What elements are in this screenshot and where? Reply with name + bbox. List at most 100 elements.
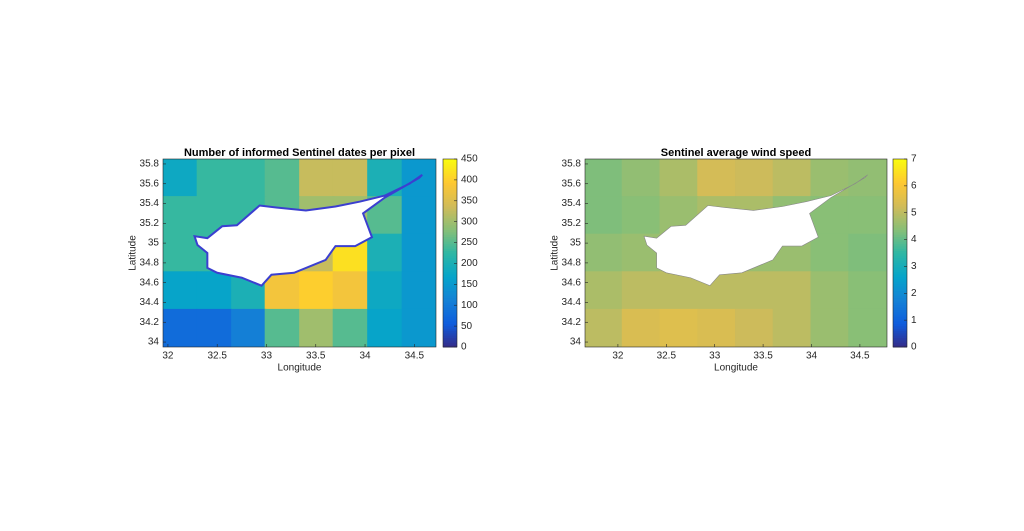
heatmap-cell xyxy=(810,308,850,347)
heatmap-cell xyxy=(772,308,812,347)
heatmap xyxy=(585,159,887,347)
colorbar-segment xyxy=(893,321,907,324)
heatmap-cell xyxy=(810,271,850,310)
colorbar-tick-label: 50 xyxy=(461,321,473,332)
heatmap-cell xyxy=(196,159,232,198)
colorbar-segment xyxy=(893,304,907,308)
heatmap-cell xyxy=(367,233,403,273)
colorbar-segment xyxy=(893,206,907,209)
colorbar-segment xyxy=(893,300,907,303)
colorbar-segment xyxy=(893,175,907,179)
colorbar-segment xyxy=(893,302,907,306)
y-axis-label: Latitude xyxy=(128,235,139,271)
colorbar-segment xyxy=(443,187,457,191)
colorbar-segment xyxy=(443,227,457,230)
colorbar-segment xyxy=(443,318,457,322)
x-tick-label: 34.5 xyxy=(850,351,870,362)
colorbar-segment xyxy=(443,170,457,174)
colorbar-segment xyxy=(893,210,907,214)
colorbar-tick-label: 6 xyxy=(911,180,917,191)
colorbar-segment xyxy=(443,271,457,275)
colorbar-segment xyxy=(893,220,907,223)
colorbar-segment xyxy=(893,250,907,254)
colorbar-segment xyxy=(893,198,907,202)
colorbar-segment xyxy=(893,278,907,282)
heatmap-cell xyxy=(697,159,737,198)
colorbar-segment xyxy=(893,314,907,317)
colorbar-segment xyxy=(893,344,907,348)
colorbar-segment xyxy=(893,245,907,249)
colorbar-segment xyxy=(893,217,907,221)
x-tick-label: 33 xyxy=(261,351,273,362)
colorbar-frame xyxy=(892,158,908,348)
colorbar-segment xyxy=(443,295,457,299)
colorbar-segment xyxy=(443,332,457,336)
colorbar-segment xyxy=(893,238,907,242)
y-tick-label: 34.2 xyxy=(140,317,160,328)
colorbar-segment xyxy=(443,325,457,329)
colorbar-segment xyxy=(893,180,907,183)
y-tick-label: 35 xyxy=(570,238,582,249)
heatmap-cell xyxy=(231,159,267,198)
x-tick-label: 33.5 xyxy=(753,351,773,362)
heatmap xyxy=(163,159,436,347)
heatmap-cell xyxy=(810,233,850,273)
colorbar-segment xyxy=(893,161,907,165)
colorbar-segment xyxy=(443,316,457,320)
colorbar-segment xyxy=(893,292,907,296)
colorbar-segment xyxy=(443,250,457,254)
colorbar-segment xyxy=(443,321,457,324)
colorbar-segment xyxy=(443,285,457,289)
heatmap-cell xyxy=(163,308,198,347)
heatmap-cell xyxy=(163,196,198,235)
colorbar-segment xyxy=(893,309,907,313)
colorbar-segment xyxy=(443,241,457,245)
colorbar-segment xyxy=(893,170,907,174)
x-axis-label: Longitude xyxy=(714,363,758,374)
colorbar-segment xyxy=(443,323,457,327)
colorbar-segment xyxy=(443,224,457,228)
colorbar-segment xyxy=(893,159,907,162)
colorbar-segment xyxy=(443,337,457,341)
colorbar-segment xyxy=(443,213,457,216)
colorbar-segment xyxy=(443,278,457,282)
colorbar-tick-label: 300 xyxy=(461,216,478,227)
colorbar-segment xyxy=(893,285,907,289)
colorbar-segment xyxy=(443,198,457,202)
colorbar-segment xyxy=(893,274,907,277)
colorbar-segment xyxy=(443,311,457,315)
colorbar-segment xyxy=(893,332,907,336)
colorbar-segment xyxy=(893,267,907,270)
colorbar-segment xyxy=(443,180,457,183)
colorbar-segment xyxy=(443,201,457,205)
heatmap-cell xyxy=(621,308,661,347)
heatmap-cell xyxy=(621,271,661,310)
colorbar-segment xyxy=(443,215,457,219)
colorbar-segment xyxy=(893,236,907,240)
colorbar-segment xyxy=(893,262,907,266)
heatmap-cell xyxy=(332,159,368,198)
colorbar-tick-label: 200 xyxy=(461,258,478,269)
colorbar-segment xyxy=(443,328,457,332)
heatmap-cell xyxy=(848,271,887,310)
y-tick-label: 34.2 xyxy=(562,317,582,328)
heatmap-cell xyxy=(401,196,436,235)
y-tick-label: 35.2 xyxy=(562,218,582,229)
colorbar-segment xyxy=(443,255,457,259)
colorbar-segment xyxy=(443,159,457,162)
colorbar-segment xyxy=(893,229,907,233)
colorbar-segment xyxy=(443,210,457,214)
plot-frame xyxy=(162,158,437,348)
colorbar-segment xyxy=(443,161,457,165)
y-tick-label: 34.8 xyxy=(140,258,160,269)
colorbar-segment xyxy=(893,215,907,219)
y-tick-label: 34 xyxy=(570,337,582,348)
y-tick-label: 34.4 xyxy=(562,297,582,308)
colorbar-tick-label: 2 xyxy=(911,288,917,299)
x-tick-label: 34.5 xyxy=(405,351,425,362)
heatmap-cell xyxy=(585,233,623,273)
colorbar-segment xyxy=(443,173,457,176)
heatmap-cell xyxy=(585,196,623,235)
